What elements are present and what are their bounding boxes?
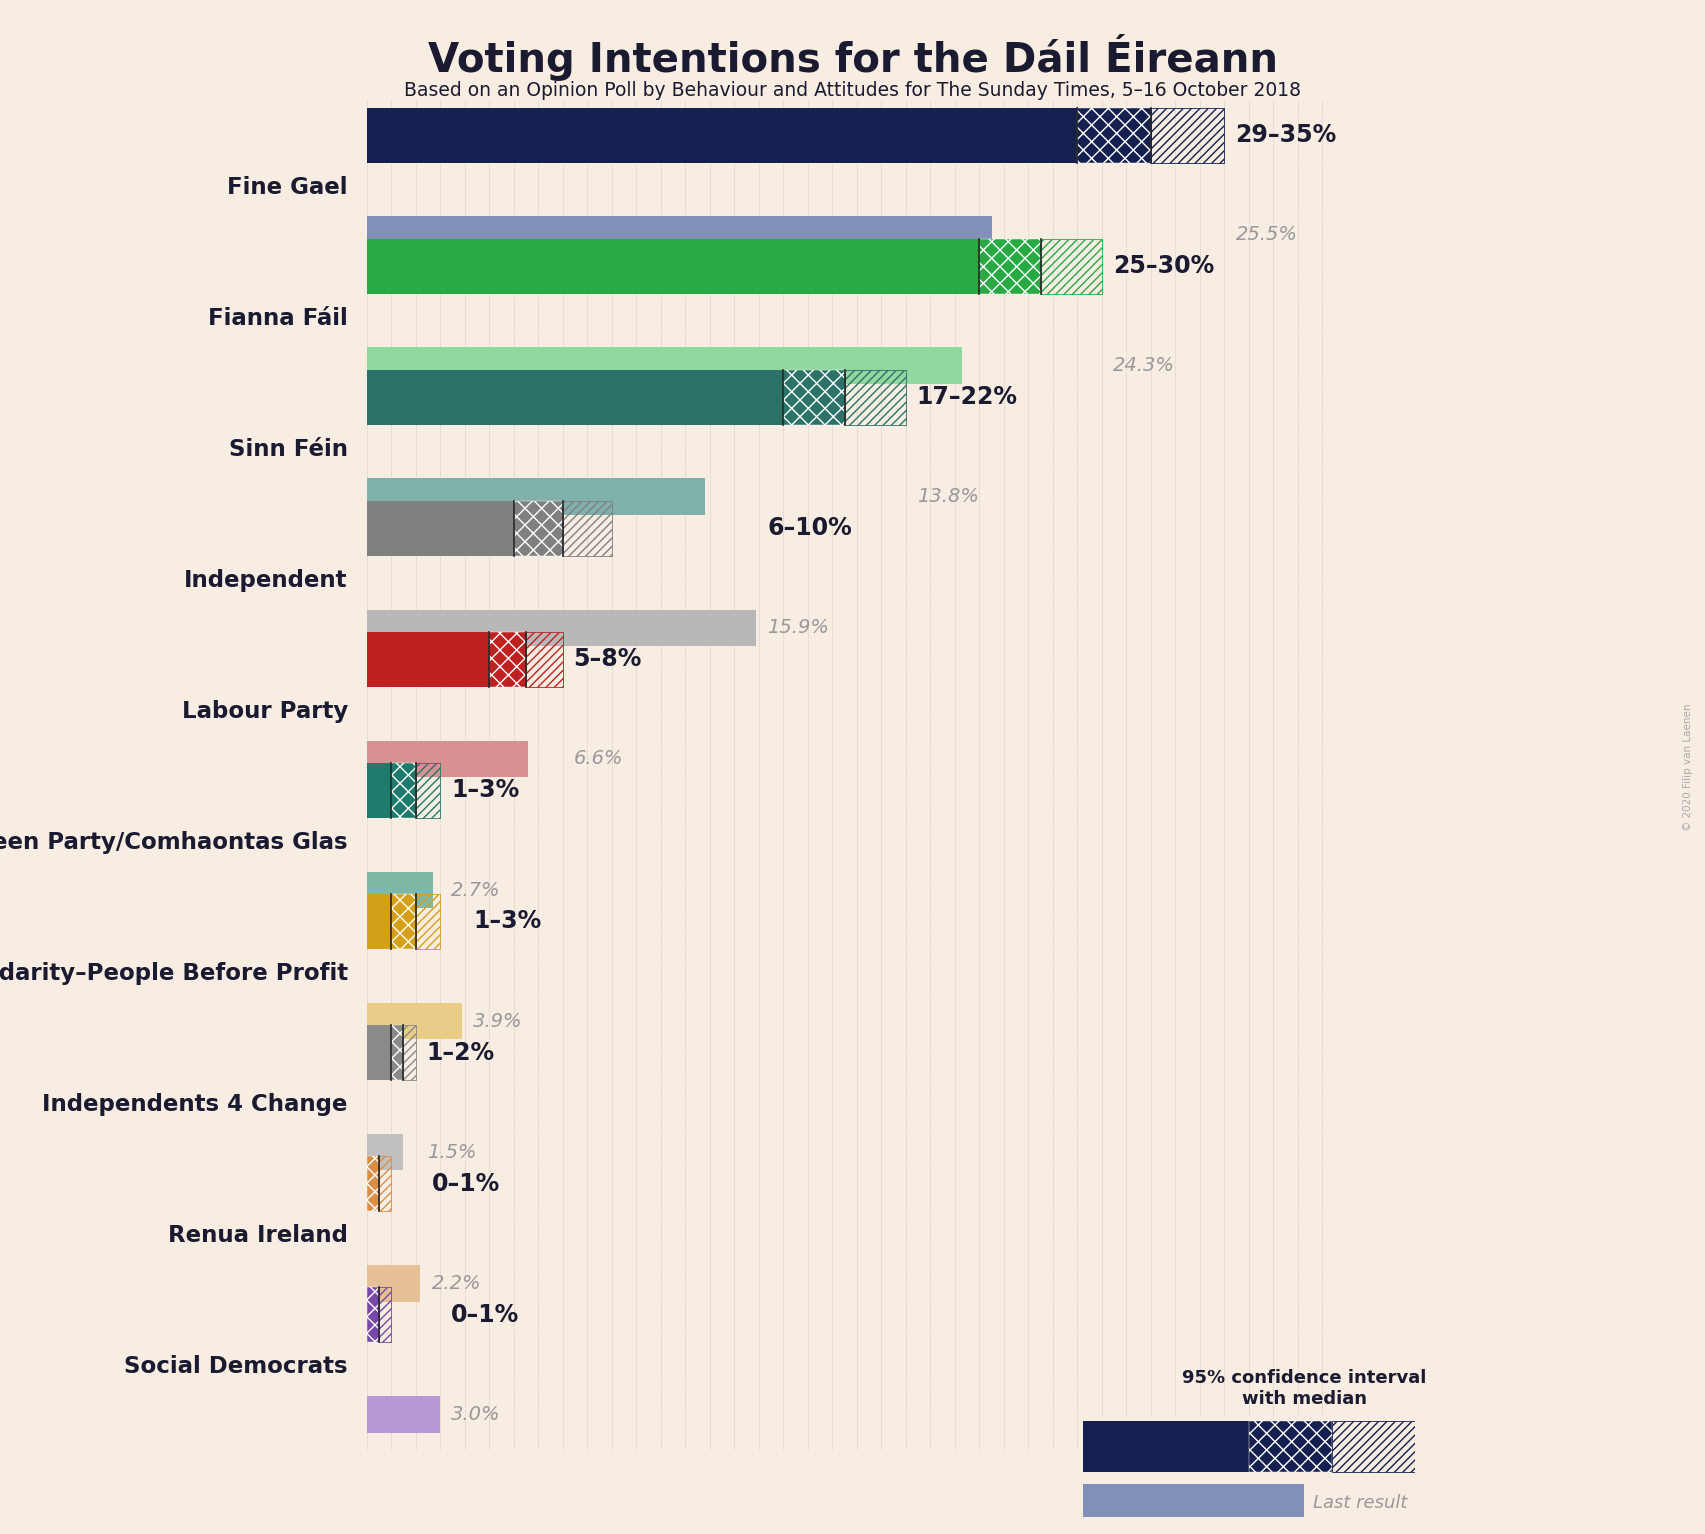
Text: Voting Intentions for the Dáil Éireann: Voting Intentions for the Dáil Éireann	[428, 34, 1277, 81]
Bar	[416, 894, 440, 950]
Bar	[979, 239, 1040, 293]
Bar	[1083, 1483, 1304, 1517]
Text: 13.8%: 13.8%	[917, 488, 979, 506]
Bar	[1083, 1420, 1248, 1473]
Bar	[367, 107, 1078, 163]
Text: 29–35%: 29–35%	[1236, 123, 1337, 147]
Text: © 2020 Filip van Laenen: © 2020 Filip van Laenen	[1683, 703, 1693, 831]
Bar	[367, 239, 979, 293]
Bar	[367, 1134, 404, 1170]
Text: 1–3%: 1–3%	[474, 910, 542, 934]
Bar	[367, 1003, 462, 1040]
Bar	[844, 370, 905, 425]
Bar	[367, 894, 390, 950]
Text: 24.3%: 24.3%	[1113, 356, 1175, 376]
Bar	[1151, 107, 1224, 163]
Text: 17–22%: 17–22%	[917, 385, 1018, 410]
Bar	[367, 347, 962, 384]
Bar	[783, 370, 844, 425]
Bar	[390, 894, 416, 950]
Text: Last result: Last result	[1313, 1494, 1407, 1513]
Text: 3.0%: 3.0%	[452, 1405, 501, 1424]
Text: 2.2%: 2.2%	[431, 1273, 481, 1293]
Bar	[367, 500, 513, 555]
Text: 3.9%: 3.9%	[474, 1011, 523, 1031]
Bar	[1078, 107, 1151, 163]
Text: 6.6%: 6.6%	[573, 750, 624, 769]
Bar	[367, 1266, 421, 1301]
Bar	[367, 479, 704, 515]
Bar	[379, 1157, 390, 1212]
Bar	[367, 871, 433, 908]
Bar	[489, 632, 525, 687]
Bar	[367, 370, 783, 425]
Bar	[367, 741, 529, 778]
Bar	[367, 1157, 379, 1212]
Bar	[525, 632, 563, 687]
Bar	[513, 500, 563, 555]
Text: 1–3%: 1–3%	[452, 778, 520, 802]
Text: 5–8%: 5–8%	[573, 647, 643, 672]
Bar	[367, 1025, 390, 1080]
Text: 1.5%: 1.5%	[426, 1143, 476, 1161]
Text: 6–10%: 6–10%	[767, 517, 852, 540]
Text: 25–30%: 25–30%	[1113, 255, 1214, 278]
Bar	[367, 1396, 440, 1433]
Text: 95% confidence interval
with median: 95% confidence interval with median	[1182, 1370, 1427, 1408]
Bar	[367, 609, 757, 646]
Text: 25.5%: 25.5%	[1236, 225, 1298, 244]
Bar	[390, 1025, 404, 1080]
Bar	[1248, 1420, 1332, 1473]
Bar	[379, 1287, 390, 1342]
Text: 1–2%: 1–2%	[426, 1040, 494, 1065]
Bar	[367, 632, 489, 687]
Bar	[1040, 239, 1101, 293]
Bar	[404, 1025, 416, 1080]
Bar	[390, 762, 416, 818]
Text: 15.9%: 15.9%	[767, 618, 829, 638]
Text: 0–1%: 0–1%	[452, 1302, 520, 1327]
Bar	[367, 216, 992, 253]
Bar	[367, 1287, 379, 1342]
Bar	[563, 500, 612, 555]
Bar	[416, 762, 440, 818]
Text: 2.7%: 2.7%	[452, 881, 501, 899]
Text: Based on an Opinion Poll by Behaviour and Attitudes for The Sunday Times, 5–16 O: Based on an Opinion Poll by Behaviour an…	[404, 81, 1301, 100]
Bar	[1332, 1420, 1415, 1473]
Bar	[367, 762, 390, 818]
Text: 0–1%: 0–1%	[431, 1172, 500, 1195]
